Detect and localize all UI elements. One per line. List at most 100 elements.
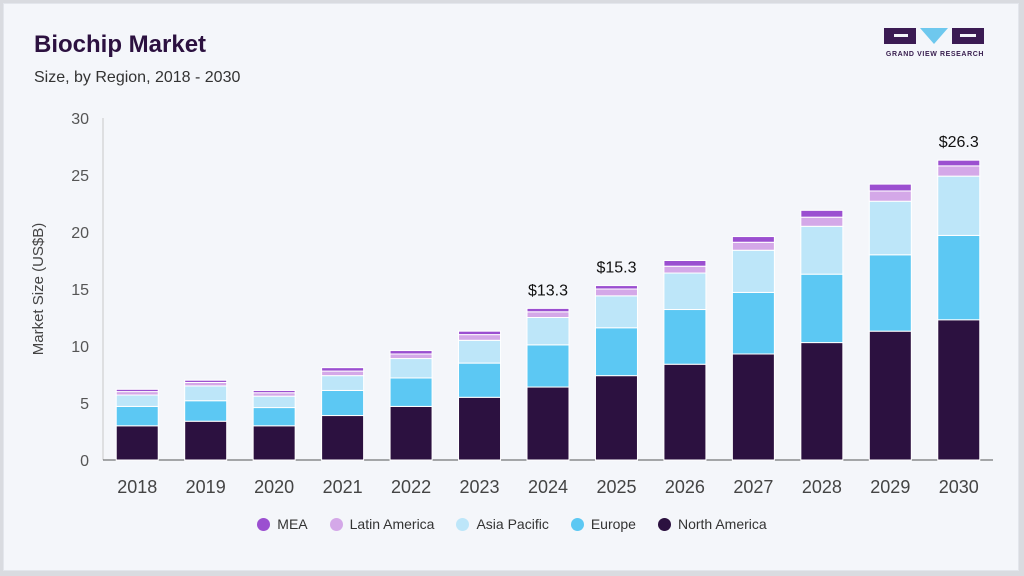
bar-segment: [594, 285, 638, 290]
bar-segment: [252, 389, 296, 394]
bar-segment: [731, 249, 775, 293]
x-tick-label: 2029: [870, 477, 910, 497]
logo-text: GRAND VIEW RESEARCH: [885, 51, 985, 58]
bar-segment: [594, 288, 638, 297]
bar-segment: [937, 165, 981, 177]
bar-segment: [526, 344, 570, 388]
x-tick-label: 2020: [254, 477, 294, 497]
bar-segment: [868, 183, 912, 192]
x-tick-label: 2027: [733, 477, 773, 497]
bar-segment: [115, 391, 159, 396]
legend-swatch: [657, 517, 671, 531]
bar-segment: [184, 420, 228, 461]
bar-segment: [663, 272, 707, 311]
bar-total-label: $15.3: [596, 260, 636, 277]
bar-segment: [115, 425, 159, 461]
y-tick-label: 20: [71, 225, 89, 242]
bar-segment: [321, 389, 365, 417]
legend-swatch: [257, 517, 271, 531]
grand-view-research-logo-icon: [884, 28, 984, 44]
bar-segment: [526, 317, 570, 346]
y-tick-label: 25: [71, 168, 89, 185]
bar-segment: [594, 375, 638, 461]
bar-segment: [731, 236, 775, 243]
bar-total-label: $26.3: [939, 134, 979, 151]
x-tick-label: 2021: [323, 477, 363, 497]
legend-swatch: [570, 517, 584, 531]
x-tick-label: 2022: [391, 477, 431, 497]
bar-segment: [663, 260, 707, 267]
bar-segment: [115, 394, 159, 407]
bar-segment: [389, 377, 433, 407]
bar-segment: [868, 200, 912, 256]
x-tick-label: 2019: [186, 477, 226, 497]
chart-legend: MEA Latin America Asia Pacific Europe North …: [0, 516, 1024, 532]
bar-segment: [389, 405, 433, 461]
bar-segment: [868, 330, 912, 461]
y-tick-label: 10: [71, 339, 89, 356]
x-tick-label: 2023: [460, 477, 500, 497]
x-tick-label: 2028: [802, 477, 842, 497]
bar-segment: [663, 265, 707, 274]
bar-segment: [526, 386, 570, 461]
bar-segment: [800, 225, 844, 275]
bar-segment: [731, 353, 775, 461]
bar-segment: [115, 405, 159, 427]
bar-segment: [184, 379, 228, 383]
x-tick-label: 2024: [528, 477, 568, 497]
bar-segment: [526, 307, 570, 313]
bar-segment: [458, 396, 502, 461]
legend-item: Latin America: [329, 516, 434, 532]
legend-swatch: [456, 517, 470, 531]
x-tick-label: 2026: [665, 477, 705, 497]
x-tick-label: 2025: [596, 477, 636, 497]
bar-segment: [115, 388, 159, 393]
bar-segment: [321, 367, 365, 372]
bar-segment: [594, 295, 638, 329]
y-axis-label: Market Size (US$B): [30, 223, 47, 356]
bar-segment: [389, 350, 433, 355]
bar-segment: [868, 254, 912, 332]
bar-segment: [800, 216, 844, 227]
bar-segment: [800, 209, 844, 218]
legend-label: Europe: [590, 516, 636, 532]
bar-segment: [800, 273, 844, 344]
legend-label: North America: [677, 516, 767, 532]
bar-segment: [458, 362, 502, 398]
y-tick-label: 15: [71, 282, 89, 299]
bar-segment: [321, 375, 365, 391]
legend-label: Asia Pacific: [476, 516, 549, 532]
bar-segment: [663, 363, 707, 461]
legend-item: MEA: [257, 516, 308, 532]
chart-card: Biochip Market Size, by Region, 2018 - 2…: [3, 3, 1019, 571]
legend-label: MEA: [277, 516, 308, 532]
bar-segment: [321, 415, 365, 461]
bar-segment: [937, 159, 981, 167]
bar-segment: [594, 327, 638, 377]
bar-segment: [868, 190, 912, 202]
bar-segment: [321, 370, 365, 377]
bar-segment: [184, 385, 228, 402]
bar-segment: [731, 291, 775, 355]
bar-segment: [252, 392, 296, 397]
legend-swatch: [329, 517, 343, 531]
bar-segment: [526, 311, 570, 318]
legend-item: Europe: [570, 516, 636, 532]
y-tick-label: 0: [80, 453, 89, 470]
legend-item: Asia Pacific: [456, 516, 549, 532]
y-tick-label: 30: [71, 111, 89, 128]
legend-item: North America: [657, 516, 767, 532]
bar-segment: [184, 381, 228, 387]
x-tick-label: 2030: [939, 477, 979, 497]
bar-segment: [800, 342, 844, 461]
bar-segment: [252, 395, 296, 409]
bar-segment: [663, 309, 707, 365]
y-tick-label: 5: [80, 396, 89, 413]
bar-segment: [458, 334, 502, 341]
bar-segment: [389, 353, 433, 360]
bar-segment: [937, 175, 981, 236]
bar-total-label: $13.3: [528, 282, 568, 299]
chart-title: Biochip Market: [34, 31, 207, 58]
bar-segment: [252, 407, 296, 427]
